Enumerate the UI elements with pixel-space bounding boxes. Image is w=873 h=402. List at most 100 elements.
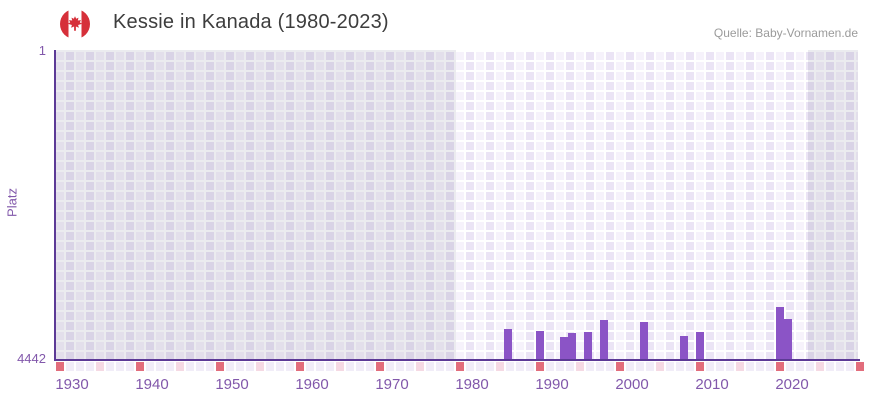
- strip-cell-light: [286, 362, 294, 371]
- y-axis-line: [54, 50, 56, 361]
- strip-cell-light: [626, 362, 634, 371]
- strip-cell-light: [426, 362, 434, 371]
- strip-cell-light: [166, 362, 174, 371]
- strip-cell-light: [146, 362, 154, 371]
- strip-cell-light: [796, 362, 804, 371]
- strip-cell-light: [66, 362, 74, 371]
- strip-cell-red: [376, 362, 384, 371]
- plot-area[interactable]: [56, 50, 858, 360]
- strip-cell-light: [246, 362, 254, 371]
- strip-cell-light: [746, 362, 754, 371]
- x-tick-labels: 1930 1940 1950 1960 1970 1980 1990 2000 2010 2020: [0, 376, 873, 396]
- strip-cell-pink: [816, 362, 824, 371]
- x-tick-2020: 2020: [775, 376, 809, 393]
- x-tick-1950: 1950: [215, 376, 249, 393]
- strip-cell-light: [836, 362, 844, 371]
- rank-bar-2006[interactable]: [680, 336, 688, 360]
- strip-cell-pink: [416, 362, 424, 371]
- strip-cell-light: [466, 362, 474, 371]
- rank-bar-1991[interactable]: [560, 337, 568, 360]
- canada-flag-svg: [60, 9, 90, 39]
- strip-cell-light: [446, 362, 454, 371]
- strip-cell-light: [236, 362, 244, 371]
- rank-bar-2008[interactable]: [696, 332, 704, 360]
- strip-cell-pink: [176, 362, 184, 371]
- strip-cell-light: [476, 362, 484, 371]
- strip-cell-light: [706, 362, 714, 371]
- strip-cell-light: [756, 362, 764, 371]
- strip-cell-light: [636, 362, 644, 371]
- strip-cell-light: [716, 362, 724, 371]
- strip-cell-light: [86, 362, 94, 371]
- strip-cell-pink: [576, 362, 584, 371]
- x-tick-1990: 1990: [535, 376, 569, 393]
- strip-cell-light: [106, 362, 114, 371]
- strip-cell-light: [646, 362, 654, 371]
- rank-bar-2001[interactable]: [640, 322, 648, 360]
- strip-cell-pink: [336, 362, 344, 371]
- strip-cell-light: [676, 362, 684, 371]
- strip-cell-light: [346, 362, 354, 371]
- strip-cell-light: [556, 362, 564, 371]
- y-axis-min-label: 4442: [17, 351, 46, 366]
- x-tick-1960: 1960: [295, 376, 329, 393]
- strip-cell-light: [506, 362, 514, 371]
- tick-strip: [56, 362, 868, 371]
- out-of-range-overlay-left: [56, 50, 456, 360]
- strip-cell-light: [766, 362, 774, 371]
- strip-cell-light: [366, 362, 374, 371]
- y-axis-max-label: 1: [38, 43, 46, 58]
- strip-cell-light: [276, 362, 284, 371]
- strip-cell-light: [196, 362, 204, 371]
- strip-cell-red: [456, 362, 464, 371]
- strip-cell-light: [516, 362, 524, 371]
- strip-cell-light: [596, 362, 604, 371]
- strip-cell-red: [696, 362, 704, 371]
- strip-cell-light: [846, 362, 854, 371]
- x-tick-1980: 1980: [455, 376, 489, 393]
- strip-cell-light: [586, 362, 594, 371]
- strip-cell-light: [806, 362, 814, 371]
- strip-cell-red: [536, 362, 544, 371]
- x-axis-line: [54, 359, 860, 361]
- strip-cell-red: [856, 362, 864, 371]
- strip-cell-light: [126, 362, 134, 371]
- strip-cell-pink: [256, 362, 264, 371]
- rank-bar-1992[interactable]: [568, 332, 576, 360]
- strip-cell-light: [406, 362, 414, 371]
- strip-cell-light: [486, 362, 494, 371]
- x-tick-1930: 1930: [55, 376, 89, 393]
- strip-cell-light: [526, 362, 534, 371]
- strip-cell-light: [396, 362, 404, 371]
- strip-cell-light: [156, 362, 164, 371]
- x-tick-2000: 2000: [615, 376, 649, 393]
- strip-cell-red: [216, 362, 224, 371]
- rank-bar-1984[interactable]: [504, 328, 512, 360]
- strip-cell-light: [116, 362, 124, 371]
- x-tick-1940: 1940: [135, 376, 169, 393]
- rank-bar-1988[interactable]: [536, 330, 544, 360]
- strip-cell-red: [136, 362, 144, 371]
- x-tick-2010: 2010: [695, 376, 729, 393]
- strip-cell-light: [786, 362, 794, 371]
- rank-bar-2018[interactable]: [776, 307, 784, 360]
- strip-cell-light: [326, 362, 334, 371]
- strip-cell-red: [56, 362, 64, 371]
- strip-cell-light: [316, 362, 324, 371]
- rank-bar-1996[interactable]: [600, 320, 608, 360]
- canada-flag-icon: [60, 9, 90, 39]
- rank-bar-2019[interactable]: [784, 319, 792, 360]
- strip-cell-light: [306, 362, 314, 371]
- strip-cell-pink: [496, 362, 504, 371]
- strip-cell-light: [826, 362, 834, 371]
- strip-cell-light: [726, 362, 734, 371]
- source-attribution: Quelle: Baby-Vornamen.de: [713, 26, 858, 40]
- strip-cell-light: [436, 362, 444, 371]
- y-axis-title: Platz: [4, 188, 20, 217]
- strip-cell-light: [666, 362, 674, 371]
- strip-cell-pink: [656, 362, 664, 371]
- out-of-range-overlay-right: [808, 50, 858, 360]
- strip-cell-red: [776, 362, 784, 371]
- rank-bar-1994[interactable]: [584, 331, 592, 360]
- strip-cell-light: [76, 362, 84, 371]
